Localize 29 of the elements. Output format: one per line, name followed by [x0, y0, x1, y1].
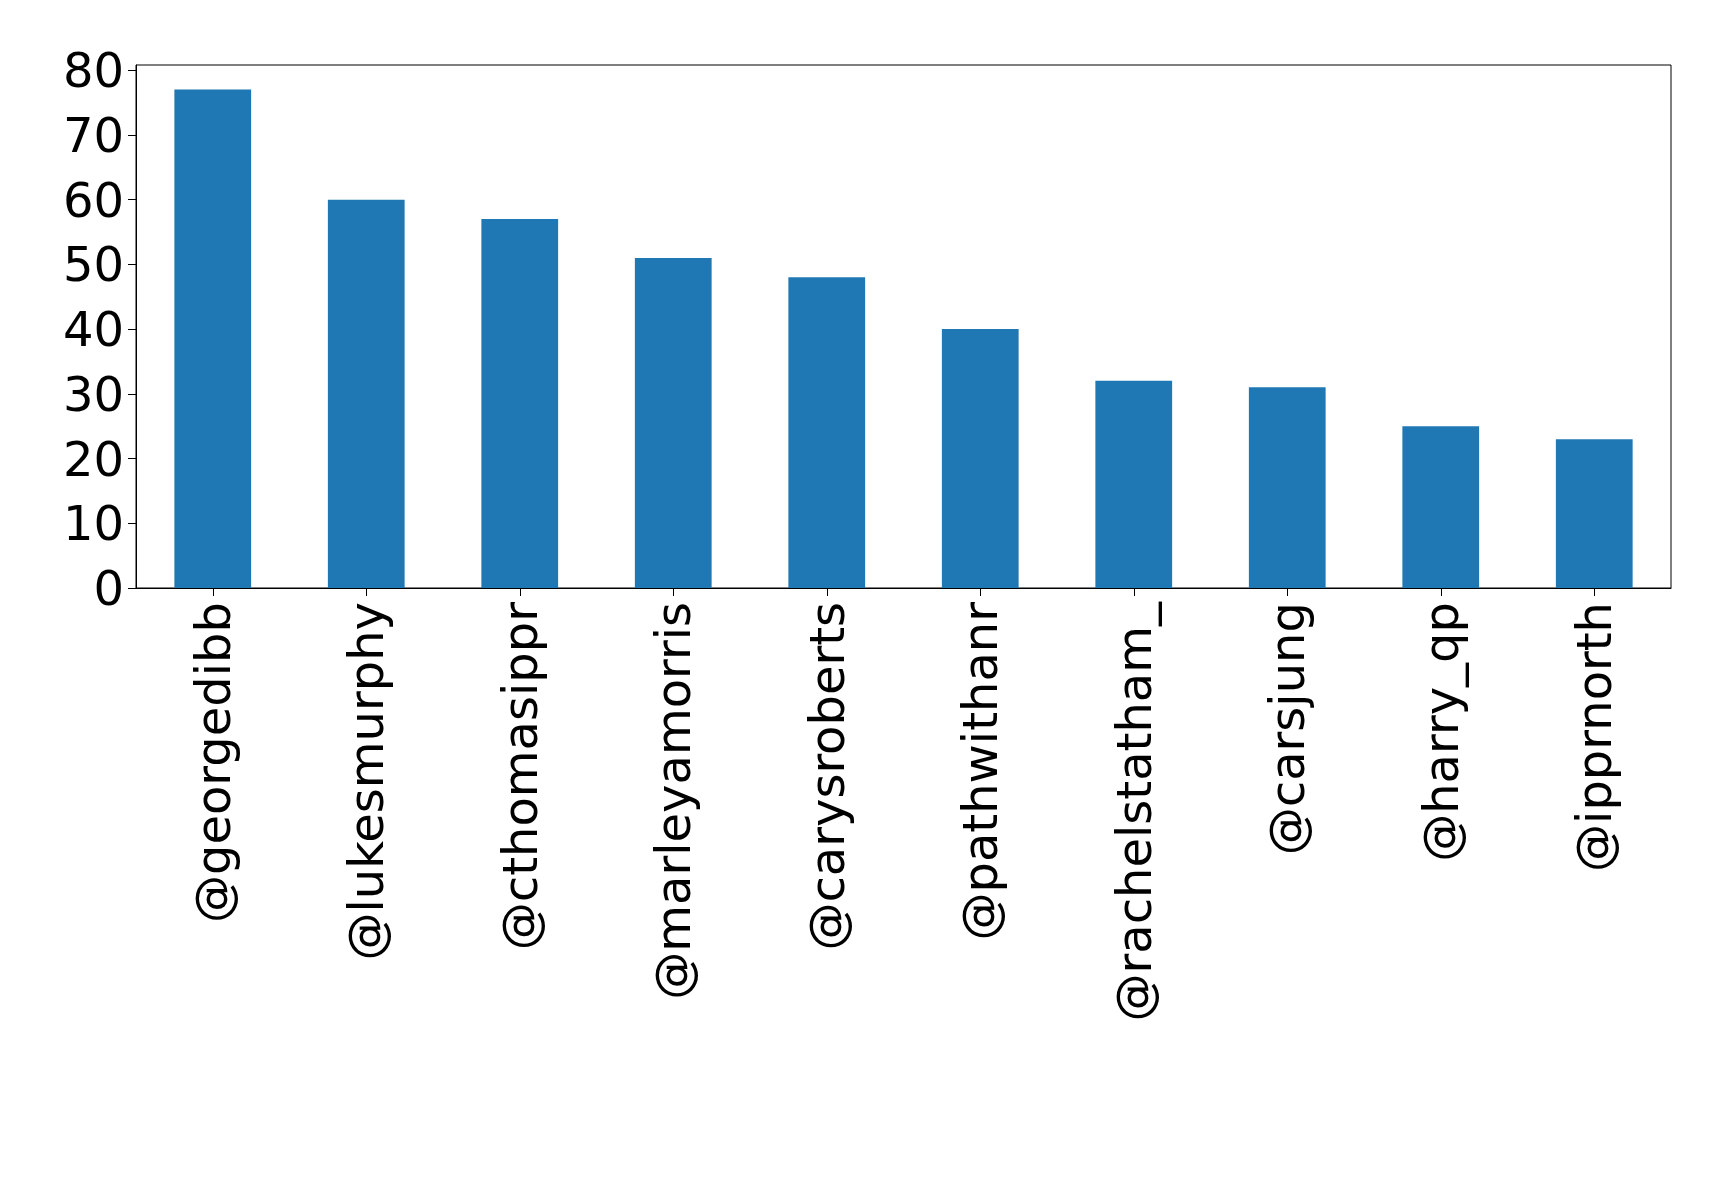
y-tick-label: 0	[93, 560, 124, 616]
bar	[1248, 387, 1326, 588]
y-tick-label: 20	[62, 430, 124, 487]
y-tick-label: 10	[62, 495, 124, 552]
y-tick-label: 70	[62, 106, 124, 163]
x-tick-label: @lukesmurphy	[338, 602, 395, 961]
x-tick-label: @harry_qp	[1412, 602, 1469, 862]
bar	[327, 199, 405, 588]
bar	[481, 219, 559, 588]
x-tick-label: @pathwithanr	[952, 601, 1009, 941]
x-tick-label: @cthomasippr	[491, 601, 548, 951]
y-tick-label: 80	[62, 42, 124, 99]
y-tick-label: 30	[62, 365, 124, 422]
bar	[1095, 380, 1173, 588]
y-tick-label: 40	[62, 301, 124, 358]
y-tick-label: 50	[62, 236, 124, 293]
bar	[788, 277, 866, 588]
bar	[941, 329, 1019, 588]
y-tick-label: 60	[62, 171, 124, 228]
x-tick-label: @georgedibb	[184, 602, 241, 923]
x-tick-label: @carsjung	[1259, 602, 1316, 856]
x-tick-label: @ipprnorth	[1566, 602, 1623, 872]
bar	[1402, 426, 1480, 588]
x-tick-label: @rachelstatham_	[1105, 601, 1162, 1022]
bar	[634, 257, 712, 588]
bar	[1555, 439, 1633, 588]
x-tick-label: @carysroberts	[798, 602, 855, 951]
bar	[174, 89, 252, 588]
x-tick-label: @marleyamorris	[645, 602, 702, 1000]
